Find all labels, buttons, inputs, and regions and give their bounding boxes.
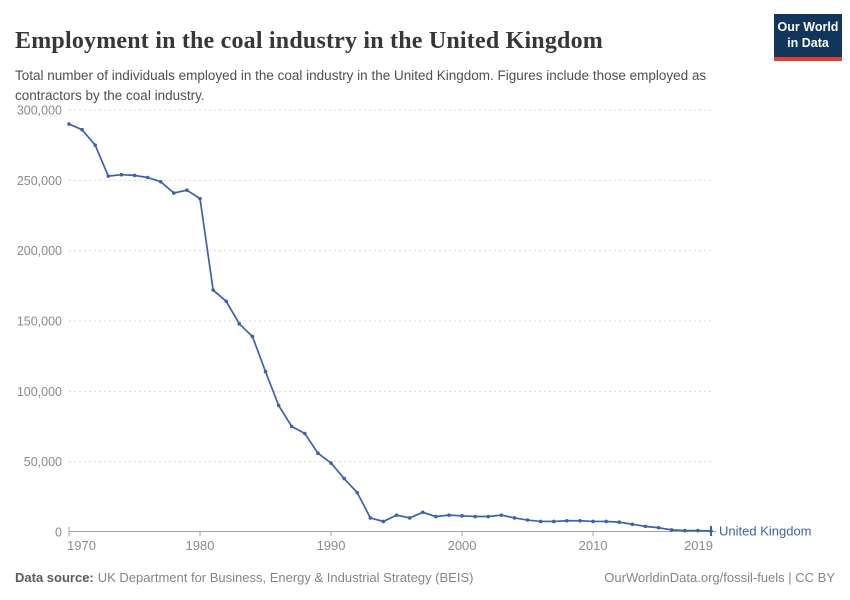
x-axis-tick-label: 2010 xyxy=(579,538,608,553)
x-axis-tick-label: 1980 xyxy=(186,538,215,553)
data-point[interactable] xyxy=(316,451,320,456)
data-point[interactable] xyxy=(447,513,451,517)
data-point[interactable] xyxy=(434,514,438,519)
data-point[interactable] xyxy=(565,518,569,523)
data-point[interactable] xyxy=(355,490,360,495)
y-axis-tick-label: 100,000 xyxy=(17,385,62,399)
data-point[interactable] xyxy=(224,299,229,304)
chart-footer: Data source: UK Department for Business, … xyxy=(15,570,835,585)
data-point[interactable] xyxy=(185,188,189,192)
logo-line-1: Our World xyxy=(777,20,839,34)
data-point[interactable] xyxy=(237,322,242,326)
y-axis-tick-label: 300,000 xyxy=(17,104,62,118)
chart-title: Employment in the coal industry in the U… xyxy=(15,28,603,55)
data-point[interactable] xyxy=(329,461,333,465)
data-point[interactable] xyxy=(250,334,255,339)
data-point[interactable] xyxy=(368,516,373,520)
credit-link[interactable]: OurWorldinData.org/fossil-fuels | CC BY xyxy=(604,570,835,585)
data-point[interactable] xyxy=(93,143,98,147)
data-point[interactable] xyxy=(551,519,556,524)
owid-logo[interactable]: Our World in Data xyxy=(774,14,842,61)
chart-subtitle: Total number of individuals employed in … xyxy=(15,67,707,103)
data-point[interactable] xyxy=(696,528,700,533)
data-point[interactable] xyxy=(289,424,294,429)
data-point[interactable] xyxy=(276,403,281,408)
data-source-label: Data source: xyxy=(15,570,94,585)
data-point[interactable] xyxy=(198,196,202,201)
y-axis-tick-label: 200,000 xyxy=(17,244,62,258)
data-source: Data source: UK Department for Business, … xyxy=(15,570,473,585)
data-point[interactable] xyxy=(512,516,517,520)
data-point[interactable] xyxy=(394,513,399,517)
data-point[interactable] xyxy=(342,476,346,481)
data-point[interactable] xyxy=(682,528,687,533)
x-axis-tick-label: 1990 xyxy=(317,538,346,553)
data-point[interactable] xyxy=(145,175,150,180)
data-point[interactable] xyxy=(578,518,582,523)
data-point[interactable] xyxy=(119,172,124,177)
data-point[interactable] xyxy=(656,525,661,530)
data-point[interactable] xyxy=(460,514,464,518)
data-point[interactable] xyxy=(643,524,648,529)
data-point[interactable] xyxy=(303,431,307,436)
data-point[interactable] xyxy=(669,528,674,532)
y-axis-tick-label: 0 xyxy=(55,526,62,540)
data-point[interactable] xyxy=(499,513,504,517)
data-point[interactable] xyxy=(630,522,635,527)
entity-label: United Kingdom xyxy=(719,524,812,539)
x-axis-tick-label: 2019 xyxy=(684,538,713,553)
data-point[interactable] xyxy=(158,179,163,184)
logo-line-2: in Data xyxy=(787,36,829,51)
data-point[interactable] xyxy=(604,519,608,524)
data-point[interactable] xyxy=(525,518,530,522)
x-axis-tick-label: 1970 xyxy=(67,538,96,553)
trend-line[interactable] xyxy=(68,123,712,532)
data-point[interactable] xyxy=(211,288,215,292)
data-point[interactable] xyxy=(420,510,425,515)
data-point[interactable] xyxy=(106,174,111,178)
data-point[interactable] xyxy=(381,519,386,524)
y-axis-tick-label: 150,000 xyxy=(17,315,62,329)
data-point[interactable] xyxy=(172,191,176,195)
data-point[interactable] xyxy=(407,516,412,520)
x-axis-tick-label: 2000 xyxy=(448,538,477,553)
data-point[interactable] xyxy=(486,514,491,519)
data-source-text: UK Department for Business, Energy & Ind… xyxy=(97,570,474,585)
data-point[interactable] xyxy=(263,369,268,374)
data-point[interactable] xyxy=(132,173,137,178)
data-point[interactable] xyxy=(538,519,543,524)
y-axis-tick-label: 50,000 xyxy=(24,455,62,469)
data-point[interactable] xyxy=(67,122,71,126)
y-axis-tick-label: 250,000 xyxy=(17,174,62,188)
data-point[interactable] xyxy=(617,520,622,524)
data-point[interactable] xyxy=(80,127,84,132)
data-point[interactable] xyxy=(473,514,477,519)
data-point[interactable] xyxy=(591,519,595,524)
